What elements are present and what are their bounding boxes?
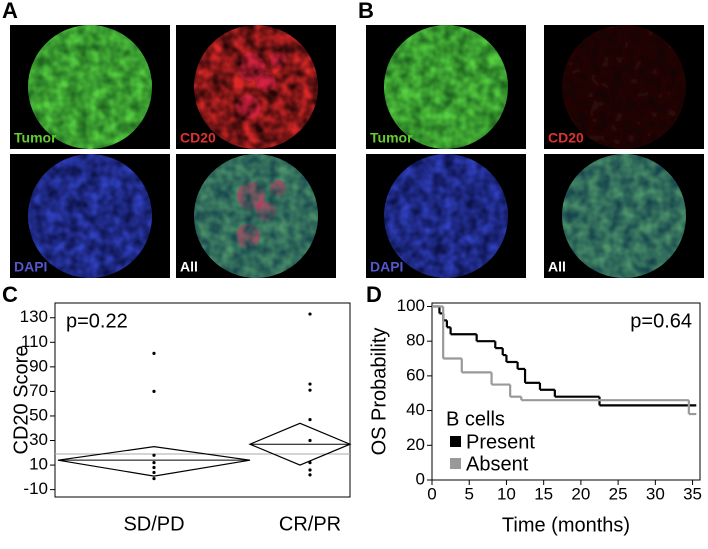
- data-point: [152, 461, 156, 465]
- data-point: [308, 468, 312, 472]
- annotation: p=0.64: [630, 310, 692, 332]
- panel-label: A: [2, 0, 18, 23]
- y-tick-label: 70: [29, 381, 48, 400]
- data-point: [152, 453, 156, 457]
- tissue-texture: [562, 154, 686, 278]
- data-point: [152, 389, 156, 394]
- x-tick-label: SD/PD: [123, 513, 184, 535]
- y-tick-label: 20: [406, 435, 425, 454]
- annotation: p=0.22: [66, 310, 128, 332]
- y-tick-label: 0: [416, 469, 425, 488]
- y-tick-label: -10: [23, 479, 48, 498]
- y-tick-label: 80: [406, 331, 425, 350]
- y-tick-label: 60: [406, 365, 425, 384]
- cd20-cluster: [256, 72, 276, 92]
- data-point: [152, 476, 156, 481]
- y-tick-label: 130: [20, 307, 48, 326]
- image-label: All: [180, 259, 198, 275]
- data-point: [308, 461, 312, 465]
- x-axis-label: Time (months): [502, 514, 630, 536]
- x-tick-label: 20: [571, 484, 590, 503]
- y-tick-label: 10: [29, 455, 48, 474]
- cd20-cluster: [237, 53, 265, 81]
- data-point: [308, 388, 312, 392]
- cd20-cluster: [270, 180, 286, 196]
- legend-swatch: [450, 458, 461, 469]
- data-point: [152, 470, 156, 475]
- plot-frame: [54, 302, 351, 498]
- data-point: [308, 418, 312, 422]
- cd20-cluster: [270, 51, 286, 67]
- data-point: [152, 351, 156, 355]
- image-label: All: [548, 259, 566, 275]
- tissue-texture: [194, 154, 318, 278]
- y-axis-label: CD20 Score: [10, 346, 32, 455]
- data-point: [152, 465, 156, 470]
- tissue-texture: [562, 25, 686, 149]
- image-label: DAPI: [370, 259, 403, 275]
- y-tick-label: 100: [397, 296, 425, 315]
- y-tick-label: 40: [406, 400, 425, 419]
- x-tick-label: 15: [534, 484, 553, 503]
- tissue-texture: [28, 25, 152, 149]
- x-tick-label: 5: [464, 484, 473, 503]
- y-tick-label: 50: [29, 405, 48, 424]
- cd20-cluster: [237, 182, 265, 210]
- image-label: CD20: [548, 130, 584, 146]
- cd20-cluster: [256, 201, 276, 221]
- x-tick-label: 35: [683, 484, 702, 503]
- cd20-cluster: [236, 95, 260, 119]
- image-label: DAPI: [14, 259, 47, 275]
- legend-swatch: [450, 436, 461, 447]
- panel-label: C: [2, 282, 18, 307]
- x-tick-label: 25: [609, 484, 628, 503]
- data-point: [308, 473, 312, 477]
- x-tick-label: 0: [427, 484, 436, 503]
- legend-title: B cells: [446, 408, 505, 430]
- y-tick-label: 110: [21, 332, 48, 351]
- image-label: Tumor: [370, 130, 413, 146]
- tissue-texture: [384, 25, 508, 149]
- cd20-cluster: [236, 224, 260, 248]
- tissue-texture: [28, 154, 152, 278]
- legend-label: Present: [466, 431, 535, 453]
- panel-label: B: [358, 0, 374, 23]
- y-axis-label: OS Probability: [368, 328, 390, 456]
- y-tick-label: 90: [29, 356, 48, 375]
- x-tick-label: 30: [646, 484, 665, 503]
- plot-frame: [431, 302, 701, 481]
- tissue-overlay: [194, 154, 318, 278]
- x-tick-label: 10: [497, 484, 516, 503]
- data-point: [308, 312, 312, 316]
- x-tick-label: CR/PR: [279, 513, 341, 535]
- legend-label: Absent: [466, 453, 529, 475]
- tissue-texture: [384, 154, 508, 278]
- tissue-texture: [194, 25, 318, 149]
- image-label: Tumor: [14, 130, 57, 146]
- image-label: CD20: [180, 130, 216, 146]
- y-tick-label: 30: [29, 430, 48, 449]
- tissue-overlay: [562, 154, 686, 278]
- data-point: [308, 438, 312, 443]
- data-point: [308, 382, 312, 386]
- panel-label: D: [366, 282, 382, 307]
